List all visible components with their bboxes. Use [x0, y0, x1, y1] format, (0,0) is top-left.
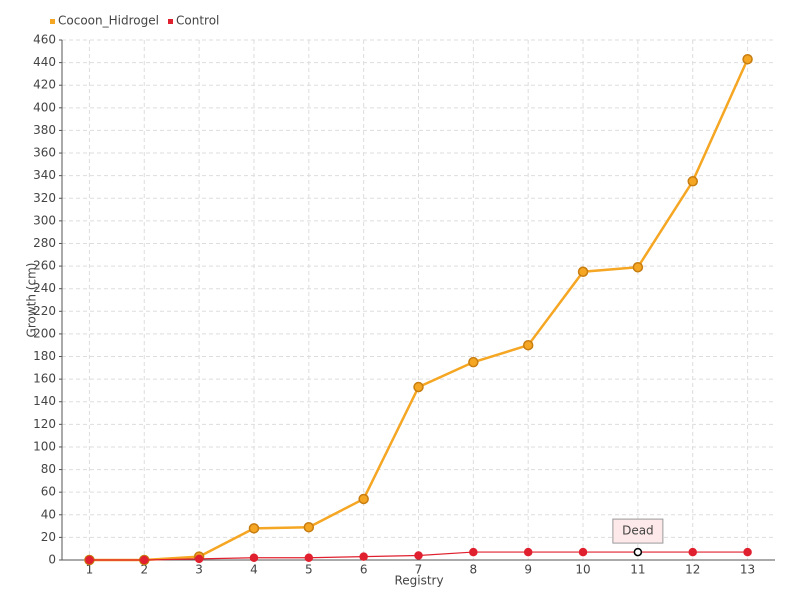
data-point	[577, 266, 589, 277]
x-tick-label: 13	[740, 563, 755, 577]
x-tick-label: 11	[630, 563, 645, 577]
y-tick-label: 40	[41, 507, 56, 521]
y-tick-label: 340	[33, 168, 56, 182]
data-point	[523, 547, 533, 557]
x-tick-label: 2	[140, 563, 148, 577]
x-tick-label: 3	[195, 563, 203, 577]
y-tick-label: 380	[33, 123, 56, 137]
y-tick-label: 160	[33, 372, 56, 386]
data-point	[249, 553, 259, 562]
legend-swatch	[50, 19, 55, 24]
data-point	[303, 521, 315, 533]
y-tick-label: 180	[33, 349, 56, 363]
data-point	[85, 555, 94, 565]
y-tick-label: 420	[33, 78, 56, 92]
data-point	[194, 554, 204, 564]
annotation-text: Dead	[622, 524, 654, 538]
legend-label: Control	[176, 14, 219, 28]
data-point	[140, 555, 149, 565]
y-tick-label: 140	[33, 394, 56, 408]
y-tick-label: 100	[33, 439, 56, 453]
data-point	[742, 53, 753, 65]
x-tick-label: 7	[415, 563, 423, 577]
y-tick-label: 460	[33, 33, 56, 47]
x-tick-label: 8	[470, 563, 478, 577]
data-point	[358, 493, 369, 505]
y-tick-label: 360	[33, 146, 56, 160]
x-tick-label: 6	[360, 563, 368, 577]
x-axis-label: Registry	[394, 574, 443, 588]
y-tick-label: 240	[33, 281, 56, 295]
x-tick-label: 1	[86, 563, 94, 577]
y-tick-label: 400	[33, 100, 56, 114]
y-tick-label: 300	[33, 213, 56, 227]
x-tick-label: 9	[524, 563, 532, 577]
y-tick-label: 220	[33, 304, 56, 318]
data-point	[633, 547, 643, 557]
x-tick-label: 5	[305, 563, 313, 577]
data-point	[632, 261, 644, 273]
data-point	[688, 547, 697, 557]
data-point	[413, 381, 424, 393]
y-tick-label: 200	[33, 326, 56, 340]
data-point	[743, 547, 752, 557]
data-point	[248, 523, 260, 534]
y-tick-label: 0	[48, 553, 56, 567]
x-tick-label: 12	[685, 563, 700, 577]
y-tick-label: 60	[41, 485, 56, 499]
x-tick-label: 10	[575, 563, 590, 577]
legend-label: Cocoon_Hidrogel	[58, 14, 159, 28]
y-tick-label: 320	[33, 191, 56, 205]
annotation-box	[612, 518, 664, 544]
y-axis-label: Growth (cm)	[25, 263, 39, 338]
data-point	[359, 552, 368, 561]
data-point	[469, 547, 478, 557]
y-tick-label: 20	[41, 530, 56, 544]
x-tick-label: 4	[250, 563, 258, 577]
y-tick-label: 440	[33, 55, 56, 69]
data-point	[468, 356, 479, 368]
y-tick-label: 80	[41, 462, 56, 476]
data-point	[578, 547, 588, 557]
data-point	[687, 176, 698, 187]
data-point	[522, 339, 534, 351]
data-point	[304, 553, 314, 562]
legend-swatch	[168, 19, 173, 24]
y-tick-label: 120	[33, 417, 56, 431]
y-tick-label: 280	[33, 236, 56, 250]
data-point	[414, 551, 423, 560]
y-tick-label: 260	[33, 259, 56, 273]
